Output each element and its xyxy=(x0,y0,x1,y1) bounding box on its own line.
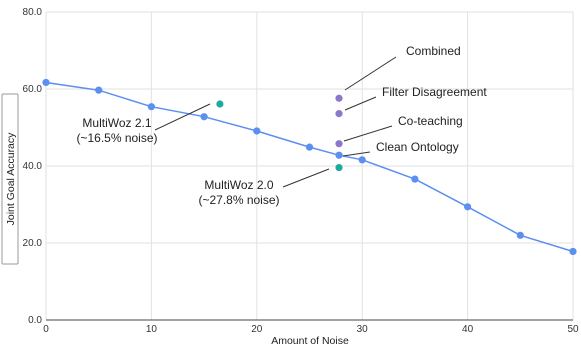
y-tick-label: 40.0 xyxy=(23,161,43,172)
x-axis-label: Amount of Noise xyxy=(271,335,349,347)
data-point xyxy=(335,140,343,148)
grid xyxy=(45,11,574,321)
annotation-label: (~16.5% noise) xyxy=(76,131,157,145)
y-tick-label: 20.0 xyxy=(23,238,43,249)
annotation-leader xyxy=(343,125,393,142)
y-axis-label: Joint Goal Accuracy xyxy=(5,132,17,226)
series-polyline xyxy=(45,81,574,253)
data-point xyxy=(516,231,524,239)
data-point xyxy=(95,86,103,94)
data-point xyxy=(411,175,419,183)
y-axis-label-box xyxy=(1,93,19,265)
data-point xyxy=(335,163,343,172)
y-tick-label: 0.0 xyxy=(28,315,42,326)
y-tick-label: 80.0 xyxy=(23,7,43,18)
annotation-leader xyxy=(344,56,397,91)
data-point xyxy=(42,78,50,87)
annotation-label: MultiWoz 2.0 xyxy=(204,178,273,192)
y-tick-labels: 0.0 20.0 40.0 60.0 80.0 xyxy=(23,7,43,326)
data-point xyxy=(253,127,261,135)
x-tick-label: 50 xyxy=(567,324,579,335)
annotation-leader xyxy=(344,96,377,111)
data-point xyxy=(305,143,314,151)
annotations: MultiWoz 2.1(~16.5% noise) MultiWoz 2.0(~… xyxy=(76,44,487,207)
y-tick-label: 60.0 xyxy=(23,84,43,95)
series-line xyxy=(45,81,574,253)
annotation-leader xyxy=(282,168,330,188)
annotation-label: (~27.8% noise) xyxy=(198,193,279,207)
x-tick-label: 10 xyxy=(146,324,158,335)
data-point xyxy=(216,100,224,108)
data-point xyxy=(147,103,155,111)
annotation-leader xyxy=(342,151,371,157)
x-tick-label: 20 xyxy=(251,324,263,335)
data-point xyxy=(569,247,577,256)
x-tick-label: 40 xyxy=(462,324,474,335)
annotation-label: Filter Disagreement xyxy=(382,85,487,99)
annotation-leader xyxy=(154,103,211,131)
data-point xyxy=(200,113,208,121)
data-point xyxy=(335,151,343,159)
data-point xyxy=(358,156,366,164)
annotation-label: Clean Ontology xyxy=(376,140,459,154)
x-tick-label: 30 xyxy=(357,324,369,335)
annotation-leaders xyxy=(154,56,397,188)
data-point xyxy=(335,94,343,102)
annotation-label: MultiWoz 2.1 xyxy=(82,116,151,130)
data-point xyxy=(464,203,472,211)
annotation-label: Combined xyxy=(406,44,461,58)
x-tick-labels: 0 10 20 30 40 50 xyxy=(43,324,579,335)
data-point xyxy=(335,110,343,118)
data-points xyxy=(42,78,577,256)
x-tick-label: 0 xyxy=(43,324,49,335)
annotation-label: Co-teaching xyxy=(398,114,463,128)
